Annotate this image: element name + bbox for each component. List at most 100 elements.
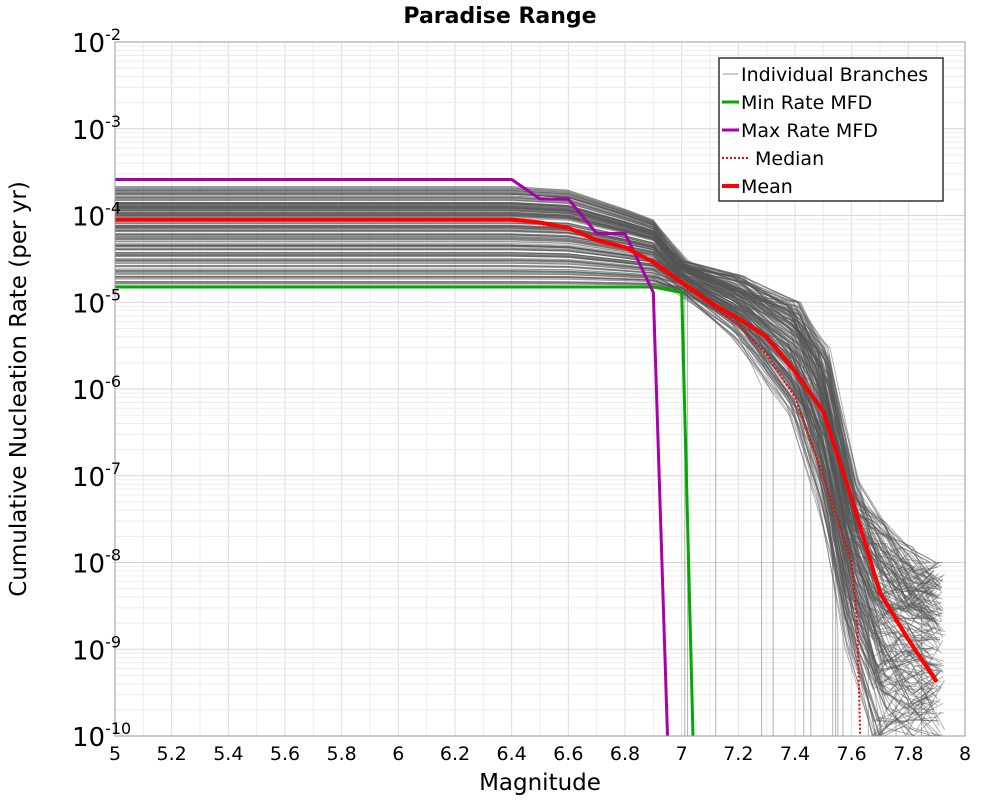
branch-line (115, 200, 936, 590)
series-lines (115, 178, 939, 737)
branch-line (115, 209, 935, 603)
branch-line (115, 208, 934, 607)
branch-line (115, 204, 943, 588)
series-line-min-rate-mfd (115, 285, 695, 737)
x-tick-label: 6.2 (440, 743, 470, 765)
x-tick-label: 6.6 (553, 743, 583, 765)
x-tick-label: 7 (676, 743, 688, 765)
branch-line (115, 193, 939, 600)
y-tick-label: 10-5 (72, 285, 121, 319)
branch-line (115, 227, 689, 736)
branch-line (115, 229, 943, 612)
branch-line (115, 260, 934, 716)
y-tick-label: 10-7 (72, 459, 121, 493)
branch-line (115, 239, 932, 671)
branch-line (115, 236, 935, 679)
legend-label-mean: Mean (741, 176, 793, 198)
branch-line (115, 191, 941, 586)
branch-line (115, 248, 944, 694)
x-tick-label: 6.4 (497, 743, 527, 765)
branch-line (115, 205, 812, 736)
branch-line (115, 246, 938, 679)
x-tick-label: 7.6 (837, 743, 867, 765)
branch-line (115, 270, 942, 734)
branch-line (115, 222, 940, 635)
branch-line (115, 264, 932, 723)
legend-label-branches: Individual Branches (741, 64, 928, 86)
legend-label-median: Median (755, 148, 824, 170)
branch-line (115, 239, 938, 678)
x-tick-label: 6 (392, 743, 404, 765)
branch-line (115, 255, 934, 682)
branch-line (115, 282, 945, 737)
branch-line (115, 262, 940, 727)
branch-line (115, 244, 943, 689)
branch-line (115, 270, 933, 710)
branch-line (115, 223, 938, 635)
grid (114, 42, 966, 737)
branch-line (115, 190, 844, 736)
branch-line (115, 198, 945, 603)
branch-line (115, 207, 941, 612)
branch-line (115, 189, 805, 736)
x-tick-label: 7.4 (780, 743, 810, 765)
x-tick-label: 6.8 (610, 743, 640, 765)
branch-line (115, 259, 943, 667)
branch-line (115, 213, 933, 622)
branch-line (115, 266, 935, 724)
branch-line (115, 188, 939, 590)
branch-line (115, 221, 923, 736)
branch-line (115, 276, 882, 736)
branch-line (115, 238, 929, 680)
branch-line (115, 249, 943, 695)
branch-line (115, 252, 938, 705)
branch-line (115, 245, 931, 675)
branch-line (115, 190, 941, 597)
branch-line (115, 206, 937, 629)
branch-line (115, 213, 930, 623)
branch-line (115, 273, 935, 711)
branch-line (115, 205, 930, 619)
branch-line (115, 206, 935, 610)
branch-line (115, 266, 941, 703)
x-tick-label: 5.4 (213, 743, 243, 765)
branch-line (115, 199, 932, 615)
branch-line (115, 244, 938, 667)
branch-line (115, 230, 929, 641)
x-tick-label: 5.6 (270, 743, 300, 765)
branch-line (115, 209, 944, 610)
x-tick-label: 5 (109, 743, 121, 765)
branch-line (115, 230, 929, 627)
branch-line (115, 252, 941, 706)
branch-line (115, 236, 943, 667)
branch-line (115, 208, 930, 614)
y-tick-label: 10-2 (72, 25, 121, 59)
branch-line (115, 206, 930, 613)
branch-line (115, 234, 934, 667)
branch-line (115, 214, 940, 599)
legend-label-max-rate: Max Rate MFD (741, 120, 878, 142)
branch-line (115, 259, 940, 716)
branch-line (115, 228, 944, 612)
branch-line (115, 212, 939, 625)
branch-line (115, 186, 869, 736)
branch-line (115, 186, 931, 563)
branch-line (115, 220, 942, 634)
y-tick-label: 10-9 (72, 632, 121, 666)
branch-line (115, 228, 944, 617)
branch-line (115, 247, 938, 690)
branch-line (115, 201, 944, 610)
branch-line (115, 275, 942, 737)
branch-line (115, 202, 943, 622)
branch-line (115, 233, 946, 636)
branch-line (115, 249, 930, 691)
branch-line (115, 210, 939, 600)
series-line-mean (115, 217, 939, 684)
x-tick-label: 7.8 (893, 743, 923, 765)
branch-line (115, 204, 942, 588)
branch-line (115, 283, 774, 736)
series-line-max-rate-mfd (115, 178, 669, 737)
branch-line (115, 238, 931, 658)
branch-line (115, 230, 942, 668)
